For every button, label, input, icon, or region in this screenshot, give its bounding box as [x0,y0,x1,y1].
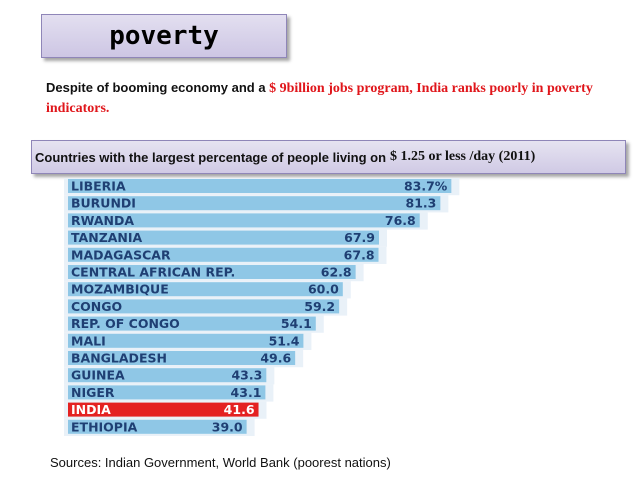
slide-title: poverty [109,21,219,51]
category-label: NIGER [71,385,115,400]
value-label: 60.0 [308,282,339,297]
bar-madagascar [68,247,379,262]
intro-text-part2: $ 9billion jobs program, India ranks poo… [46,81,593,116]
value-label: 54.1 [281,316,312,331]
category-label: INDIA [71,402,111,417]
category-label: MOZAMBIQUE [71,282,169,297]
value-label: 59.2 [304,299,335,314]
value-label: 62.8 [321,265,352,280]
bar-niger [68,385,266,400]
value-label: 49.6 [260,351,291,366]
value-label: 81.3 [406,196,437,211]
value-label: 43.3 [231,368,262,383]
intro-text: Despite of booming economy and a $ 9bill… [46,78,606,118]
chart-subtitle-part1: Countries with the largest percentage of… [35,149,387,165]
bar-mali [68,333,304,348]
value-label: 51.4 [269,333,300,348]
category-label: RWANDA [71,213,134,228]
category-label: REP. OF CONGO [71,316,180,331]
category-label: GUINEA [71,368,125,383]
bar-ethiopia [68,419,247,434]
poverty-bar-chart: LIBERIA 83.7% BURUNDI 81.3 RWANDA 76.8 TANZANI… [64,178,460,436]
value-label: 43.1 [231,385,262,400]
chart-subtitle-box: Countries with the largest percentage of… [31,140,626,174]
value-label: 67.8 [344,247,375,262]
bar-tanzania [68,230,379,245]
sources-text: Sources: Indian Government, World Bank (… [50,455,391,470]
bar-rwanda [68,213,420,228]
category-label: BANGLADESH [71,351,167,366]
bar-bangladesh [68,351,296,365]
value-label: 83.7% [404,179,448,194]
bar-india [68,402,259,417]
category-label: CENTRAL AFRICAN REP. [71,265,235,280]
bar-liberia [68,179,452,193]
intro-text-part1: Despite of booming economy and a [46,80,266,95]
category-label: LIBERIA [71,179,126,194]
category-label: CONGO [71,299,122,314]
bar-guinea [68,368,267,383]
chart-subtitle-part2: $ 1.25 or less /day (2011) [390,149,536,164]
value-label: 41.6 [224,402,255,417]
category-label: ETHIOPIA [71,419,138,434]
category-label: BURUNDI [71,196,136,211]
bar-rep-of-congo [68,316,316,331]
category-label: MADAGASCAR [71,247,171,262]
value-label: 76.8 [385,213,416,228]
category-label: TANZANIA [71,230,143,245]
title-box: poverty [41,14,287,58]
bar-congo [68,299,340,314]
bar-mozambique [68,282,343,297]
value-label: 67.9 [344,230,375,245]
bar-burundi [68,196,441,211]
category-label: MALI [71,333,106,348]
bar-central-african-rep [68,265,356,279]
value-label: 39.0 [212,419,243,434]
